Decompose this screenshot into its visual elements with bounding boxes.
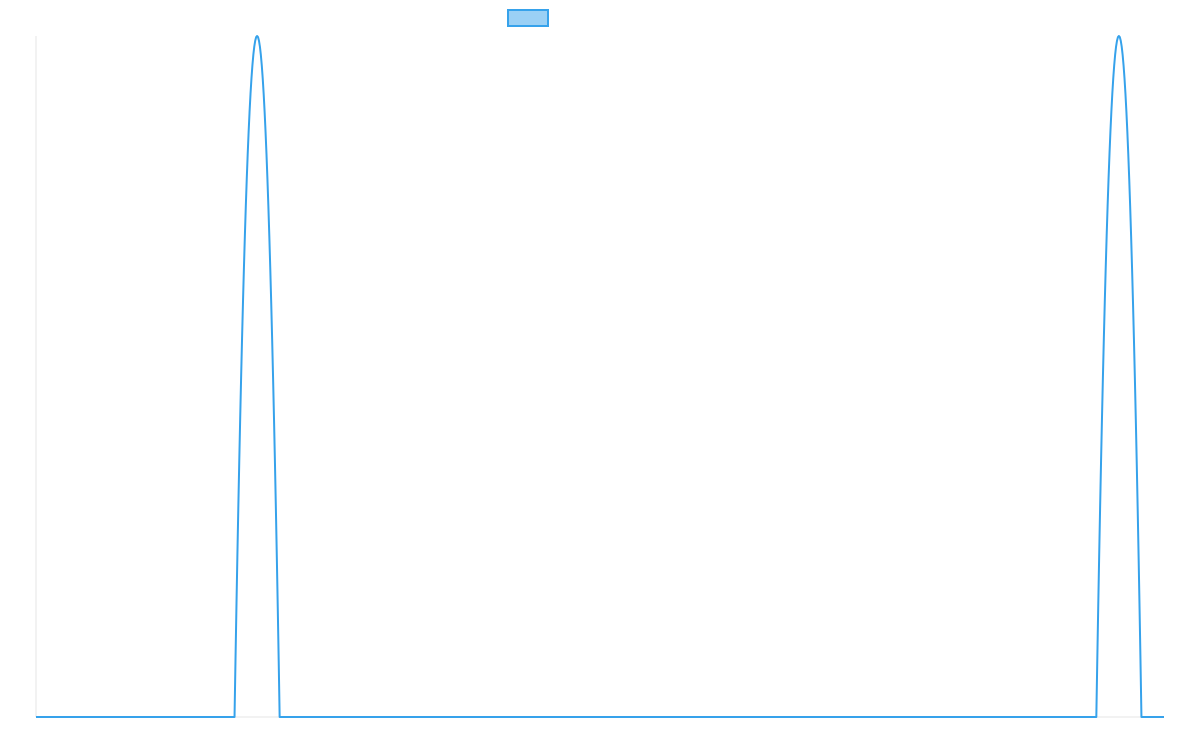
- legend-swatch-0[interactable]: [507, 9, 549, 27]
- axes: [35, 36, 1164, 718]
- series-layer: [36, 35, 1164, 718]
- series-line-0: [36, 35, 1164, 718]
- legend: [507, 9, 549, 27]
